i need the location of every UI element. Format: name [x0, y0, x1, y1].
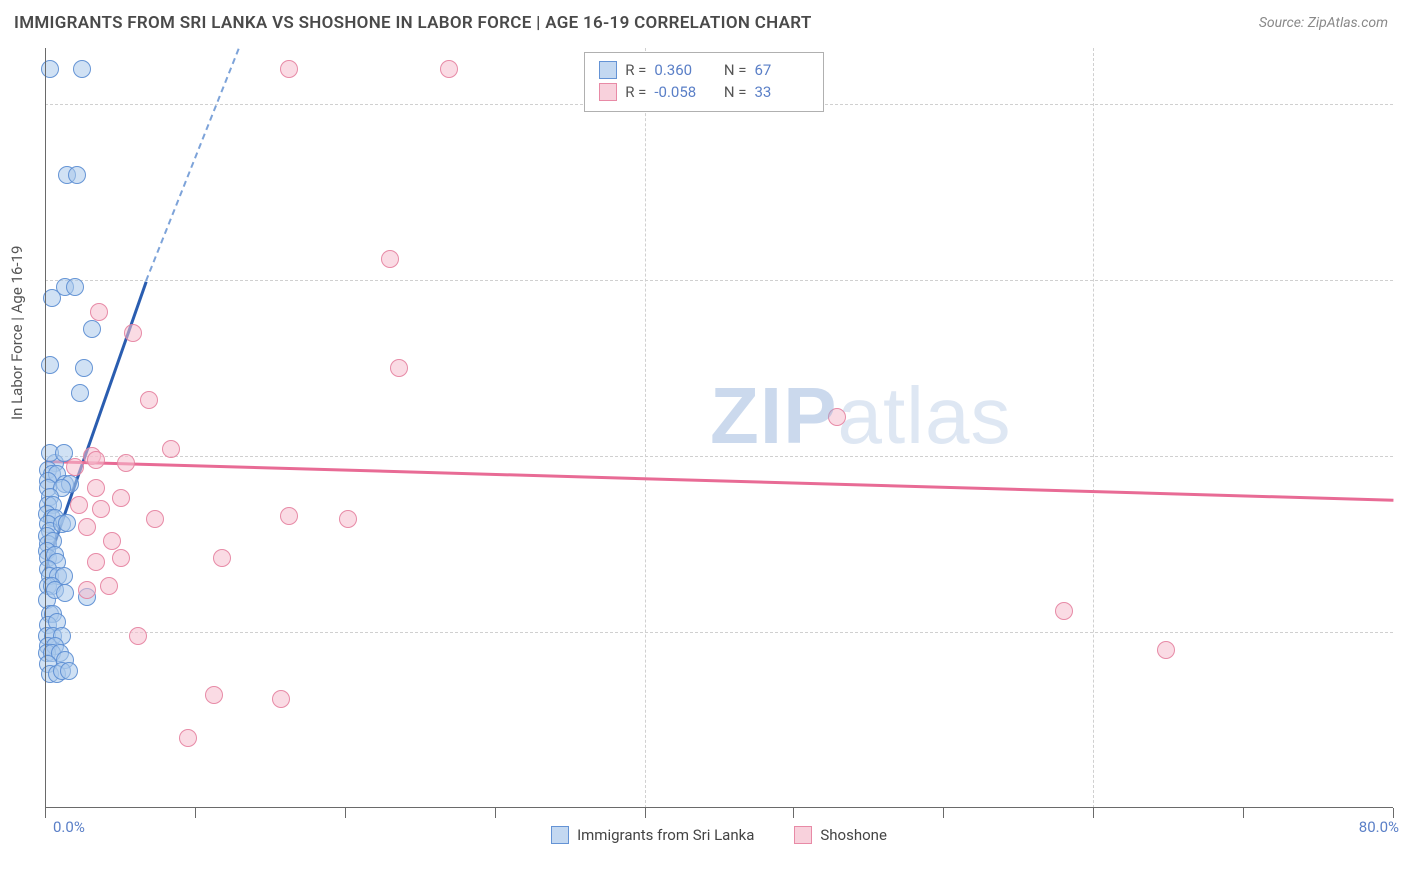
swatch-icon — [599, 61, 617, 79]
legend-item-sri-lanka: Immigrants from Sri Lanka — [551, 826, 754, 844]
legend-row: R = 0.360 N = 67 — [599, 59, 808, 81]
y-tick-label: 100.0% — [1398, 94, 1406, 112]
swatch-icon — [599, 83, 617, 101]
y-tick-label: 50.0% — [1398, 446, 1406, 464]
legend-r-value: 0.360 — [654, 59, 708, 81]
x-tick — [495, 808, 496, 818]
swatch-icon — [794, 826, 812, 844]
y-tick-label: 25.0% — [1398, 622, 1406, 640]
legend-row: R = -0.058 N = 33 — [599, 81, 808, 103]
swatch-icon — [551, 826, 569, 844]
legend-n-value: 33 — [755, 81, 809, 103]
x-tick — [195, 808, 196, 818]
x-tick — [943, 808, 944, 818]
x-tick — [645, 808, 646, 818]
x-tick — [793, 808, 794, 818]
legend-n-value: 67 — [755, 59, 809, 81]
source-attribution: Source: ZipAtlas.com — [1259, 15, 1388, 31]
x-tick — [45, 808, 46, 818]
x-tick — [1093, 808, 1094, 818]
y-tick-label: 75.0% — [1398, 270, 1406, 288]
legend-label: Shoshone — [820, 826, 887, 844]
legend-n-label: N = — [716, 81, 746, 103]
legend-label: Immigrants from Sri Lanka — [577, 826, 754, 844]
x-tick — [1393, 808, 1394, 818]
legend-n-label: N = — [716, 59, 746, 81]
plot-frame — [45, 48, 1393, 808]
legend-item-shoshone: Shoshone — [794, 826, 887, 844]
x-tick — [1243, 808, 1244, 818]
x-tick — [345, 808, 346, 818]
legend-r-label: R = — [625, 81, 646, 103]
y-axis-label: In Labor Force | Age 16-19 — [8, 246, 26, 420]
legend-r-label: R = — [625, 59, 646, 81]
legend-r-value: -0.058 — [654, 81, 708, 103]
correlation-legend: R = 0.360 N = 67R = -0.058 N = 33 — [584, 52, 823, 112]
chart-title: IMMIGRANTS FROM SRI LANKA VS SHOSHONE IN… — [14, 13, 812, 33]
series-legend: Immigrants from Sri Lanka Shoshone — [45, 826, 1393, 844]
